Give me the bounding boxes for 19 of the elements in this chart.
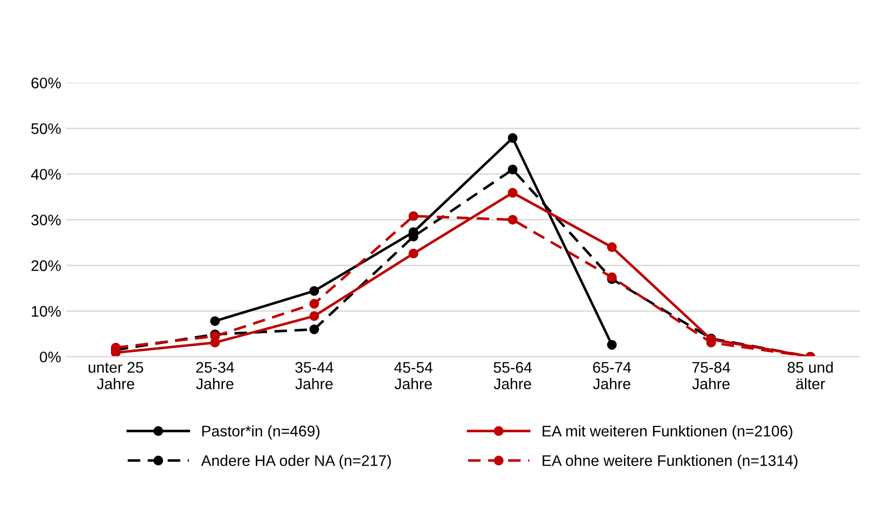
x-tick-label: 55-64 Jahre [494, 362, 532, 390]
y-tick-label: 50% [31, 123, 61, 134]
legend-label: EA mit weiteren Funktionen (n=2106) [542, 425, 792, 440]
x-tick-label: 75-84 Jahre [692, 362, 730, 390]
x-tick-label: 25-34 Jahre [196, 362, 234, 390]
x-tick-label: 45-54 Jahre [394, 362, 433, 390]
legend-label: Pastor*in (n=469) [202, 425, 320, 440]
y-tick-label: 60% [31, 78, 61, 88]
y-tick-label: 10% [32, 306, 61, 317]
legend-label: EA ohne weitere Funktionen (n=1314) [542, 454, 798, 470]
y-tick-label: 30% [31, 214, 61, 226]
x-tick-label: 35-44 Jahre [295, 362, 334, 390]
y-tick-label: 0% [40, 352, 61, 362]
y-tick-label: 40% [31, 168, 61, 180]
x-tick-label: 65-74 Jahre [593, 362, 631, 390]
y-tick-label: 20% [31, 260, 61, 272]
x-tick-label: unter 25 Jahre [88, 362, 144, 390]
legend-label: Andere HA oder NA (n=217) [201, 454, 391, 470]
x-tick-label: 85 und älter [788, 362, 833, 390]
